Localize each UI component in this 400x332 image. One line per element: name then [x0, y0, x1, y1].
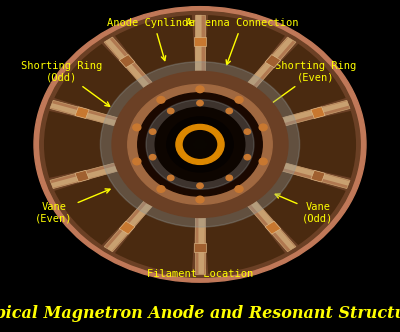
Circle shape [197, 183, 203, 189]
Polygon shape [261, 157, 350, 186]
Circle shape [100, 62, 300, 227]
Polygon shape [265, 221, 281, 234]
Polygon shape [194, 243, 206, 252]
Polygon shape [260, 100, 350, 132]
Circle shape [244, 129, 250, 134]
Polygon shape [119, 55, 135, 68]
Circle shape [183, 131, 217, 158]
Circle shape [150, 154, 156, 160]
Polygon shape [195, 15, 202, 91]
Wedge shape [200, 15, 285, 144]
Wedge shape [54, 144, 200, 245]
Circle shape [168, 175, 174, 181]
Circle shape [138, 93, 262, 196]
Circle shape [176, 124, 224, 164]
Text: Filament Location: Filament Location [147, 215, 253, 279]
Wedge shape [115, 15, 200, 144]
Text: Anode Cynlinder: Anode Cynlinder [107, 18, 201, 60]
Wedge shape [115, 144, 200, 274]
Circle shape [196, 196, 204, 203]
Polygon shape [51, 160, 140, 188]
Circle shape [259, 124, 267, 131]
Polygon shape [195, 198, 205, 274]
Polygon shape [260, 101, 349, 129]
Text: Vane
(Odd): Vane (Odd) [275, 194, 334, 223]
Polygon shape [265, 55, 281, 68]
Circle shape [157, 97, 165, 103]
Polygon shape [237, 185, 295, 250]
Circle shape [226, 108, 232, 114]
Polygon shape [105, 39, 163, 104]
Text: Shorting Ring
(Odd): Shorting Ring (Odd) [21, 60, 110, 106]
Circle shape [128, 84, 272, 205]
Circle shape [34, 7, 366, 282]
Circle shape [155, 107, 245, 182]
Polygon shape [50, 103, 139, 132]
Polygon shape [311, 107, 325, 119]
Wedge shape [200, 111, 356, 178]
Circle shape [244, 154, 250, 160]
Circle shape [259, 158, 267, 165]
Text: Antenna Connection: Antenna Connection [186, 18, 298, 65]
Polygon shape [107, 187, 166, 251]
Wedge shape [54, 44, 200, 144]
Polygon shape [50, 157, 140, 189]
Polygon shape [104, 185, 166, 252]
Wedge shape [44, 111, 200, 178]
Circle shape [226, 175, 232, 181]
Circle shape [112, 71, 288, 217]
Polygon shape [260, 157, 350, 189]
Text: Typical Magnetron Anode and Resonant Structure: Typical Magnetron Anode and Resonant Str… [0, 305, 400, 322]
Wedge shape [200, 144, 285, 274]
Wedge shape [200, 144, 346, 245]
Polygon shape [75, 107, 89, 119]
Polygon shape [198, 198, 205, 274]
Polygon shape [50, 100, 140, 132]
Circle shape [235, 186, 243, 192]
Circle shape [168, 108, 174, 114]
Circle shape [193, 139, 207, 150]
Circle shape [146, 100, 254, 189]
Wedge shape [200, 44, 346, 144]
Polygon shape [234, 37, 296, 104]
Polygon shape [75, 170, 89, 182]
Circle shape [133, 158, 141, 165]
Circle shape [235, 97, 243, 103]
Polygon shape [234, 38, 293, 102]
Circle shape [196, 86, 204, 93]
Polygon shape [311, 170, 325, 182]
Polygon shape [119, 221, 135, 234]
Circle shape [197, 101, 203, 106]
Polygon shape [194, 37, 206, 46]
Polygon shape [195, 15, 205, 91]
Text: Shorting Ring
(Even): Shorting Ring (Even) [268, 60, 357, 106]
Polygon shape [234, 185, 296, 252]
Circle shape [150, 129, 156, 134]
Circle shape [133, 124, 141, 131]
Text: Vane
(Even): Vane (Even) [35, 189, 110, 223]
Circle shape [157, 186, 165, 192]
Circle shape [167, 117, 233, 172]
Polygon shape [104, 37, 166, 104]
Circle shape [40, 12, 360, 277]
